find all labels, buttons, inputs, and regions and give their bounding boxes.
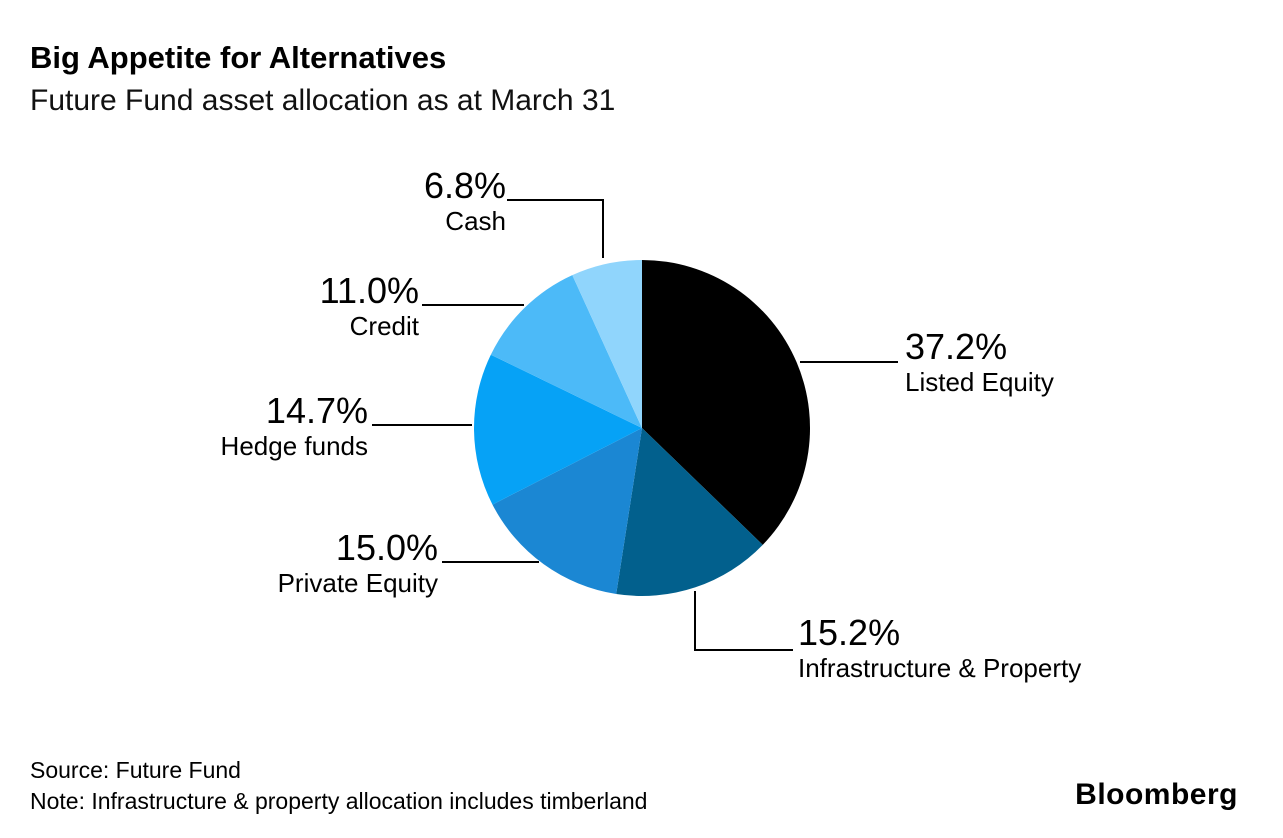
source-text: Source: Future Fund — [30, 757, 241, 783]
bloomberg-logo: Bloomberg — [1075, 778, 1238, 811]
chart-subtitle: Future Fund asset allocation as at March… — [30, 84, 616, 117]
credit-percent-label: 11.0% — [319, 270, 419, 311]
cash-category-label: Cash — [445, 206, 506, 236]
leader-lines-group — [372, 199, 898, 651]
infrastructure-percent-label: 15.2% — [798, 612, 901, 653]
pie-slice-cash — [572, 260, 642, 428]
note-text: Note: Infrastructure & property allocati… — [30, 788, 648, 814]
listed-equity-percent-label: 37.2% — [905, 326, 1008, 367]
leader-line-infrastructure — [694, 591, 793, 651]
callout-listed-equity: 37.2% Listed Equity — [905, 326, 1054, 398]
pie-slice-listed-equity — [642, 260, 811, 545]
credit-category-label: Credit — [349, 311, 419, 341]
callout-credit: 11.0% Credit — [320, 270, 419, 342]
callout-infrastructure: 15.2% Infrastructure & Property — [798, 612, 1081, 684]
private-equity-category-label: Private Equity — [277, 568, 438, 598]
hedge-funds-percent-label: 14.7% — [265, 390, 368, 431]
private-equity-percent-label: 15.0% — [335, 527, 438, 568]
pie-slice-infrastructure-property — [616, 428, 763, 597]
callout-hedge-funds: 14.7% Hedge funds — [221, 390, 368, 462]
pie-slice-private-equity — [492, 428, 642, 595]
leader-line-cash — [507, 199, 604, 258]
pie-slices-group — [474, 260, 811, 597]
listed-equity-category-label: Listed Equity — [905, 367, 1054, 397]
callout-cash: 6.8% Cash — [424, 165, 506, 237]
infrastructure-category-label: Infrastructure & Property — [798, 653, 1082, 683]
cash-percent-label: 6.8% — [423, 165, 506, 206]
pie-slice-credit — [490, 275, 642, 428]
chart-title: Big Appetite for Alternatives — [30, 40, 447, 75]
pie-slice-hedge-funds — [474, 354, 642, 505]
callout-private-equity: 15.0% Private Equity — [278, 527, 438, 599]
hedge-funds-category-label: Hedge funds — [220, 431, 368, 461]
